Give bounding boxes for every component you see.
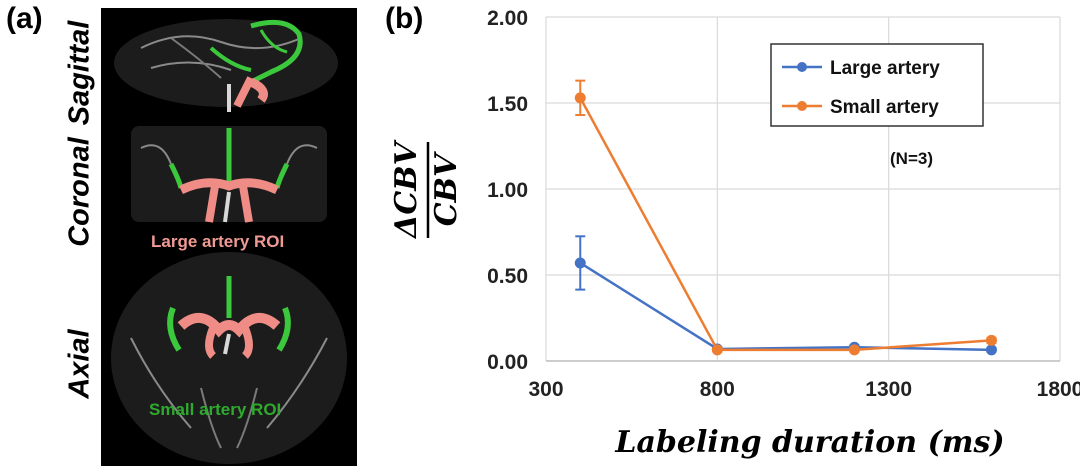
legend-marker-small-artery [797,101,807,111]
series-line-large-artery [579,261,992,352]
series-layer [574,79,997,356]
data-point-small-artery [711,344,723,356]
y-tick-label: 0.00 [487,351,528,374]
y-axis-label-numerator: ΔCBV [389,139,424,240]
data-point-small-artery [848,344,860,356]
y-axis-label-denominator: CBV [429,151,464,226]
data-point-small-artery [985,334,997,346]
data-point-large-artery [574,257,586,269]
large-artery-roi-label: Large artery ROI [151,232,285,251]
y-tick-label: 1.50 [487,93,528,116]
y-axis-ticks: 0.00 0.50 1.00 1.50 2.00 [487,7,528,374]
panel-b-label: (b) [385,2,424,35]
angiography-image-panel: Large artery ROI Small artery ROI [101,8,357,466]
panel-a-label: (a) [6,2,43,35]
series-line-small-artery [579,97,992,352]
legend-label-small-artery: Small artery [830,97,939,118]
legend-box [770,43,984,127]
x-tick-label: 800 [700,378,735,401]
y-tick-label: 1.00 [487,179,528,202]
y-tick-label: 2.00 [487,7,528,30]
coronal-view [131,126,327,223]
legend-label-large-artery: Large artery [830,58,940,79]
sagittal-view [114,19,338,112]
y-tick-label: 0.50 [487,265,528,288]
x-tick-label: 300 [528,378,563,401]
x-tick-label: 1800 [1037,378,1080,401]
legend: Large artery Small artery [770,43,984,127]
data-point-small-artery [574,92,586,104]
x-axis-label: Labeling duration (ms) [614,425,1004,460]
data-point-large-artery [985,344,997,356]
angiography-drawing [111,19,347,464]
series-large-artery [574,235,997,356]
series-small-artery [574,79,997,356]
axial-view [111,252,347,464]
sample-size-annotation: (N=3) [890,149,933,168]
small-artery-roi-label: Small artery ROI [149,400,282,419]
x-tick-label: 1300 [865,378,912,401]
x-axis-ticks: 300 800 1300 1800 [528,378,1080,401]
legend-marker-large-artery [797,62,807,72]
y-axis-label: ΔCBV CBV [389,139,464,240]
